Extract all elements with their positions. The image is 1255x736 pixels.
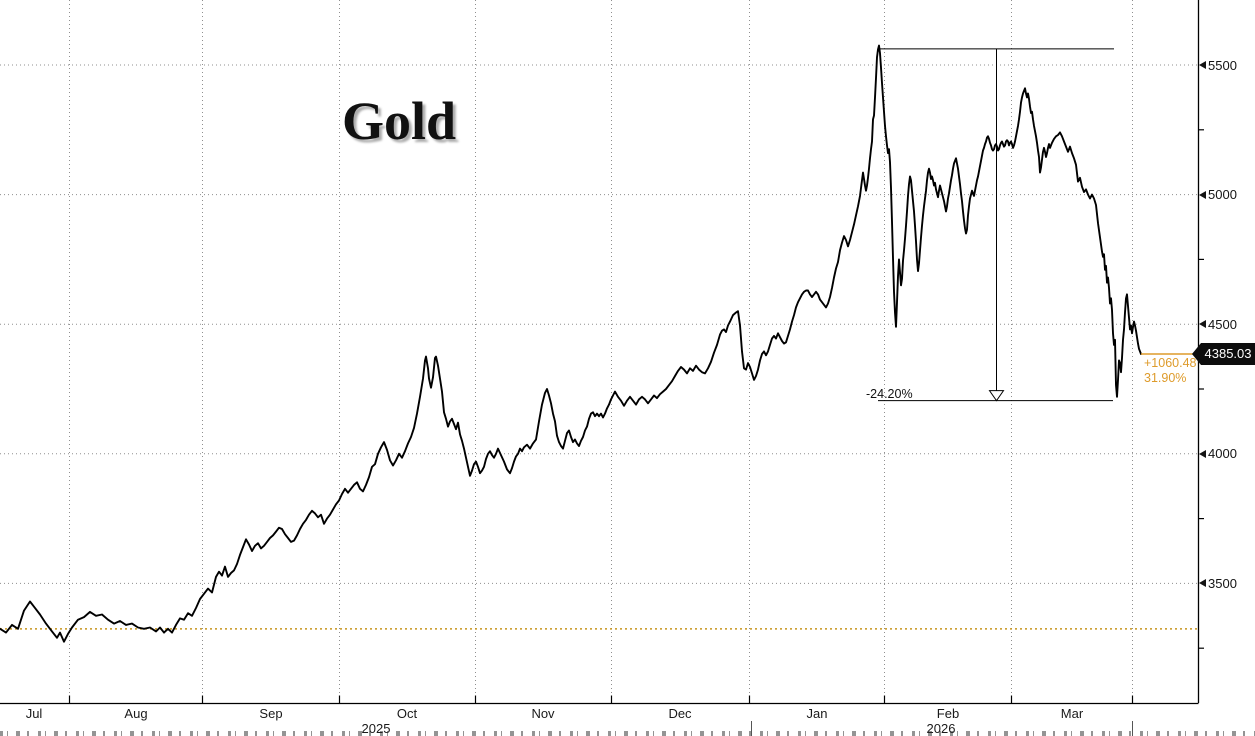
y-axis-label: 4500: [1208, 316, 1237, 332]
drawdown-arrow-icon: [988, 390, 1005, 402]
month-label: Jan: [806, 706, 828, 721]
price-line: [0, 44, 1142, 643]
y-axis-label: 5500: [1208, 57, 1237, 73]
y-axis-label: 4000: [1208, 446, 1237, 462]
chart-title: Gold: [342, 91, 457, 151]
month-label: Feb: [936, 706, 960, 721]
month-label: Oct: [396, 706, 418, 721]
month-label: Dec: [668, 706, 692, 721]
y-tick-arrow-icon: [1199, 579, 1206, 588]
last-price-badge: 4385.03: [1192, 343, 1255, 365]
price-change-block: +1060.48 31.90%: [1144, 356, 1196, 386]
y-axis-label: 5000: [1208, 187, 1237, 203]
month-label: Mar: [1060, 706, 1084, 721]
month-label: Nov: [531, 706, 555, 721]
month-label: Aug: [124, 706, 148, 721]
change-percent: 31.90%: [1144, 371, 1187, 385]
y-axis-label: 3500: [1208, 575, 1237, 591]
y-tick-arrow-icon: [1199, 61, 1206, 69]
y-tick-arrow-icon: [1199, 320, 1206, 329]
drawdown-label: -24.20%: [866, 387, 913, 401]
y-tick-arrow-icon: [1199, 190, 1206, 199]
y-tick-arrow-icon: [1199, 449, 1206, 458]
change-value: +1060.48: [1144, 356, 1197, 370]
month-label: Jul: [25, 706, 43, 721]
month-label: Sep: [259, 706, 283, 721]
clipped-text-row: [0, 731, 1255, 736]
